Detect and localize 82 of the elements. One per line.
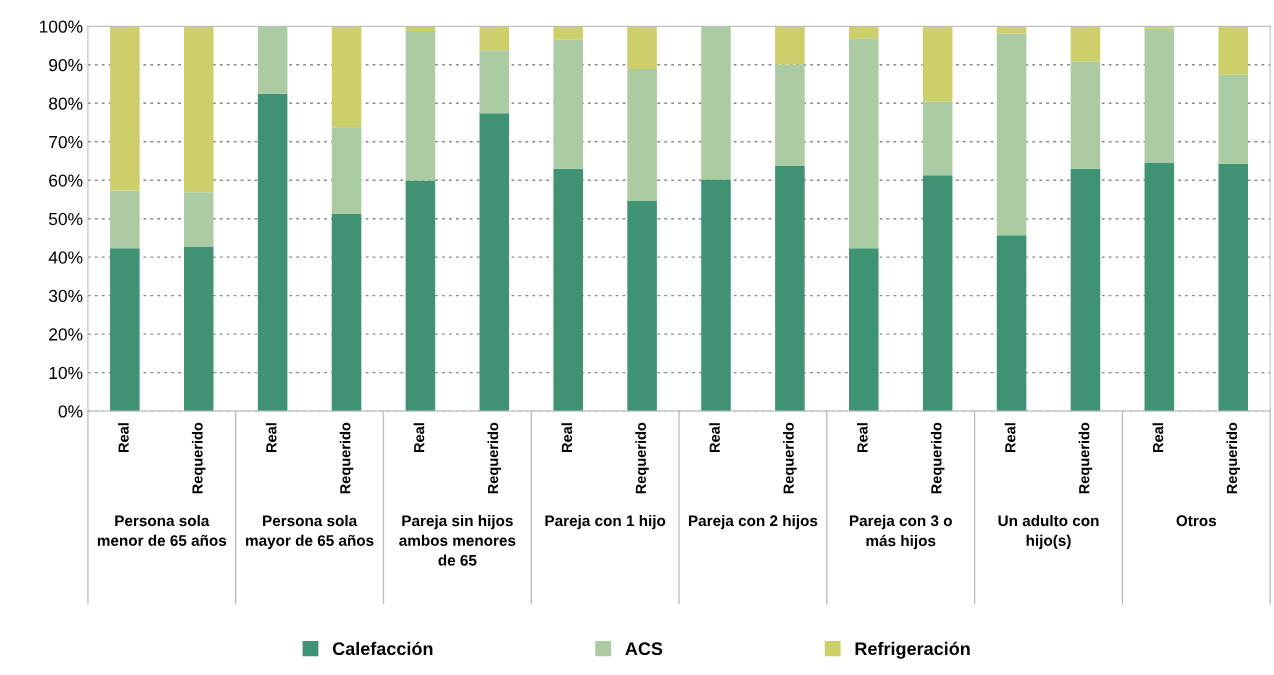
bar [848,26,879,39]
y-tick-label: 20% [49,328,83,341]
bar [1218,74,1249,164]
bar [1218,163,1249,412]
x-tick-label: Requerido [1226,422,1241,494]
bar [996,235,1027,412]
bar [848,248,879,412]
bar [479,113,510,412]
bar [183,246,214,412]
bar [1144,28,1175,163]
x-tick-label: Requerido [930,422,945,494]
text: Persona sola mayor de 65 años [246,514,374,549]
x-tick-label: Real [413,423,425,453]
bar [996,26,1027,34]
bar [553,26,583,40]
x-tick-label: Real [118,423,129,453]
bar [183,192,214,247]
y-tick-label: 60% [49,174,83,187]
bar [1070,26,1101,62]
bar [922,101,953,176]
text: Pareja sin hijos ambos menores de 65 [399,514,516,566]
text: Pareja con 1 hijo [545,514,666,530]
text: Pareja con 2 hijos [689,514,818,530]
bar [331,214,362,412]
bar [257,26,288,94]
bar [627,26,657,70]
bar [996,33,1027,236]
bar [479,50,510,114]
bar [110,248,140,412]
x-tick-label: Requerido [487,422,502,494]
y-tick-label: 80% [49,97,83,110]
x-tick-label: Requerido [1078,422,1093,494]
legend-label: Refrigeración [855,641,970,659]
x-tick-label: Requerido [635,422,649,494]
y-tick-label: 70% [49,135,83,149]
bar [1218,26,1249,75]
y-tick-label: 90% [49,58,83,72]
bar [848,38,879,249]
bar [775,165,805,412]
bar [110,26,140,191]
y-tick-label: 50% [48,212,83,226]
bar [183,26,214,193]
bar [110,190,140,249]
legend-label: ACS [625,642,663,656]
bar [405,180,436,412]
x-tick-label: Real [1152,423,1164,453]
bar [1070,168,1101,412]
bar [479,26,510,51]
legend-label: Calefacción [332,641,433,656]
bar [257,93,288,412]
text: Un adulto con hijo(s) [998,514,1099,549]
bar [1144,162,1175,412]
bar [553,168,583,412]
bar [331,26,362,128]
x-tick-label: Requerido [191,422,206,494]
x-tick-label: Real [856,423,868,453]
bar [922,26,953,102]
bar [701,26,731,180]
x-tick-label: Real [1004,423,1016,453]
y-tick-label: 40% [48,251,83,264]
x-tick-label: Requerido [783,422,797,494]
bar [922,175,953,412]
x-tick-label: Real [561,423,573,453]
x-tick-label: Real [265,423,277,453]
y-tick-label: 0% [58,405,83,418]
text: Otros [1176,515,1217,527]
bar [405,30,436,181]
bar [331,127,362,215]
x-tick-label: Real [709,423,720,453]
y-tick-label: 100% [39,20,83,33]
bar [775,26,805,65]
bar [627,200,657,412]
bar [627,69,657,201]
bar [1070,61,1101,169]
bar [553,39,583,169]
y-tick-label: 30% [48,289,83,303]
text: Pareja con 3 o más hijos [849,514,952,550]
bar [701,179,731,412]
x-tick-label: Requerido [339,422,354,494]
y-tick-label: 10% [49,366,83,380]
bar [775,64,805,166]
text: Persona sola menor de 65 años [97,514,227,546]
